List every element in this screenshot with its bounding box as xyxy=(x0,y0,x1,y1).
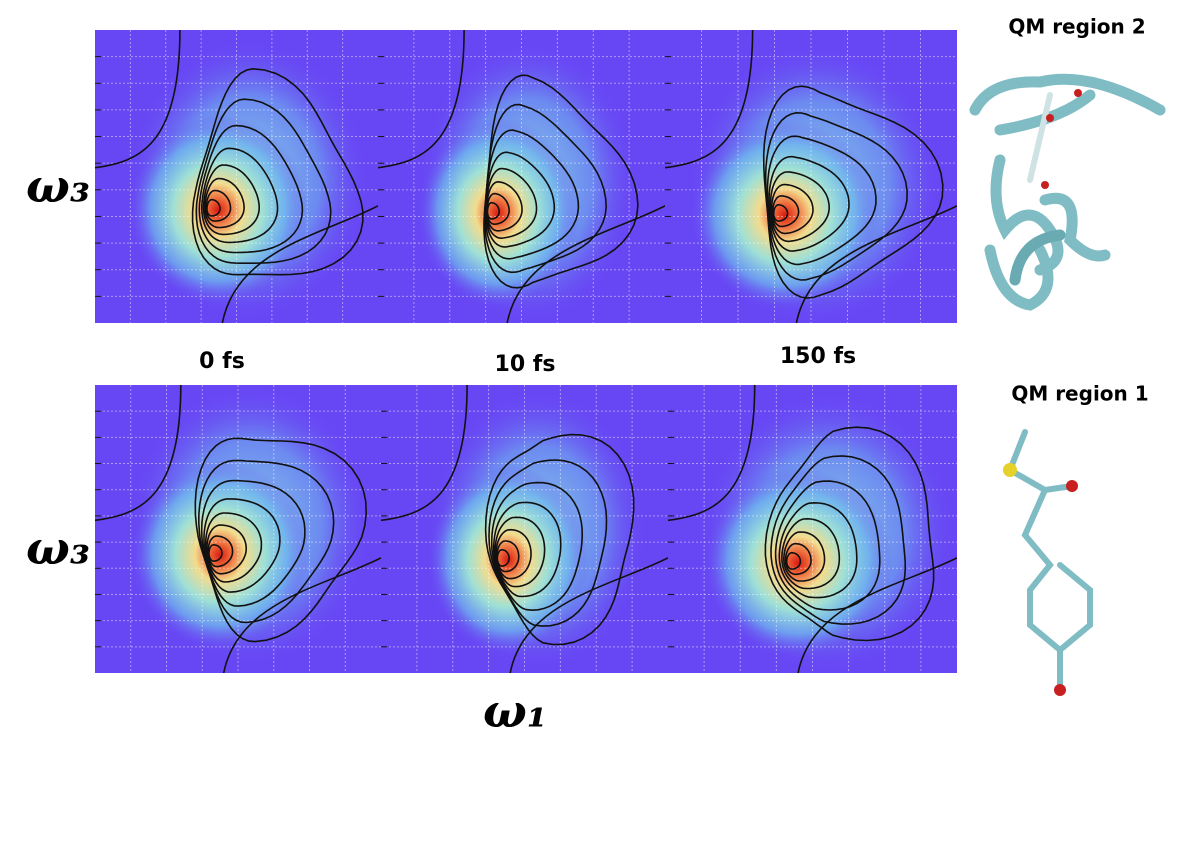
contour xyxy=(773,204,789,222)
contour xyxy=(381,385,468,522)
contour xyxy=(797,557,957,673)
contour xyxy=(490,481,584,612)
contour xyxy=(665,30,754,169)
contour xyxy=(509,557,668,673)
contour xyxy=(496,549,510,567)
ligand xyxy=(1027,92,1053,183)
time-label: 0 fs xyxy=(199,349,245,374)
contour xyxy=(194,437,368,643)
y-axis-label: ω₃ xyxy=(26,521,90,575)
molecule-structure xyxy=(1006,429,1093,693)
spectrum-panel xyxy=(95,30,378,323)
contour xyxy=(95,30,181,169)
peak xyxy=(703,468,893,658)
atom xyxy=(1041,181,1049,189)
contour xyxy=(764,111,908,281)
peak xyxy=(128,115,308,305)
spectrum-panel xyxy=(668,385,957,673)
contour xyxy=(202,164,261,236)
contour xyxy=(195,98,332,264)
time-label: 10 fs xyxy=(495,352,556,377)
contour xyxy=(772,195,800,228)
spectrum-panel xyxy=(378,30,665,323)
contour xyxy=(492,501,562,598)
atom xyxy=(1046,114,1054,122)
peak xyxy=(690,120,880,310)
ribbon xyxy=(1039,193,1111,262)
contour xyxy=(770,183,814,235)
peak xyxy=(427,465,589,655)
contour xyxy=(774,480,881,611)
peak xyxy=(130,460,310,650)
atom xyxy=(1074,89,1082,97)
ribbon xyxy=(1009,229,1066,286)
contour xyxy=(484,433,635,646)
bonds xyxy=(1006,429,1093,693)
contour xyxy=(200,479,306,607)
contour xyxy=(221,205,378,323)
ribbon xyxy=(990,154,1064,276)
y-axis-label: ω₃ xyxy=(26,159,90,213)
contour xyxy=(781,517,841,590)
ribbon xyxy=(984,244,1054,311)
contour xyxy=(198,124,304,254)
structure-title: QM region 2 xyxy=(1008,15,1145,39)
contour xyxy=(205,189,232,222)
contour xyxy=(778,501,858,599)
contour xyxy=(201,147,279,244)
peak xyxy=(417,118,579,308)
contour xyxy=(207,535,234,568)
contour xyxy=(488,459,608,627)
contour xyxy=(764,426,935,642)
contour xyxy=(197,459,335,624)
spectrum-panel xyxy=(381,385,668,673)
contour xyxy=(506,205,665,323)
structure-title: QM region 1 xyxy=(1011,382,1148,406)
contour xyxy=(203,498,281,593)
contour xyxy=(784,542,812,576)
contour xyxy=(785,551,802,570)
contour xyxy=(668,385,756,522)
contour xyxy=(486,201,500,220)
contour xyxy=(206,198,221,217)
contour xyxy=(222,557,381,673)
contour xyxy=(494,516,546,588)
contour xyxy=(204,512,263,583)
contour xyxy=(191,67,364,276)
contour xyxy=(770,455,906,625)
contour xyxy=(208,543,223,562)
contour xyxy=(766,135,877,266)
protein-structure xyxy=(969,73,1166,311)
atom xyxy=(1054,684,1066,696)
contour xyxy=(795,205,957,323)
contour xyxy=(95,385,182,522)
contour xyxy=(206,524,248,575)
time-label: 150 fs xyxy=(780,344,856,369)
atom xyxy=(1003,463,1017,477)
x-axis-label: ω₁ xyxy=(483,684,547,738)
contour xyxy=(204,177,245,229)
contour xyxy=(768,155,850,252)
spectrum-panel xyxy=(95,385,381,673)
spectra xyxy=(95,30,957,673)
contour xyxy=(769,171,831,243)
atom xyxy=(1066,480,1078,492)
contour xyxy=(378,30,465,169)
ribbon xyxy=(969,73,1166,116)
contour xyxy=(782,531,826,582)
spectrum-panel xyxy=(665,30,957,323)
